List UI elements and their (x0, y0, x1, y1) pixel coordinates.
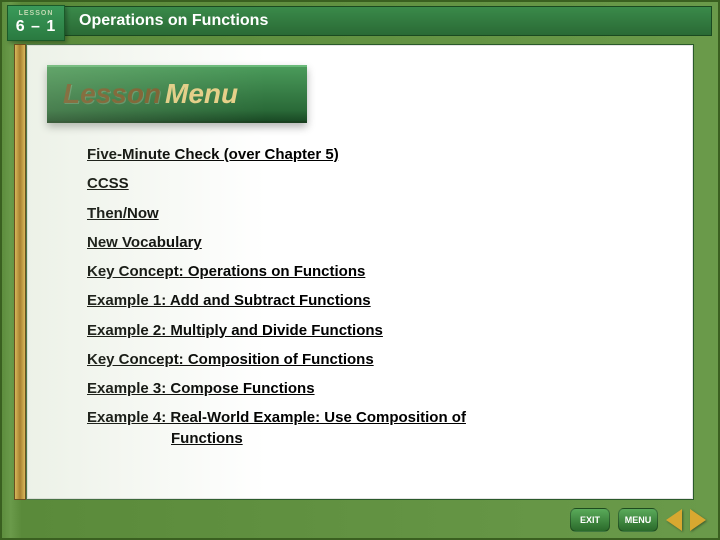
header-bar: LESSON 6 – 1 Operations on Functions (8, 6, 712, 36)
menu-item-ccss[interactable]: CCSS (87, 174, 653, 194)
prev-arrow-icon[interactable] (666, 509, 682, 531)
lesson-menu-banner: Lesson Menu (47, 65, 307, 123)
menu-item-example-2[interactable]: Example 2: Multiply and Divide Functions (87, 321, 653, 341)
menu-item-key-concept-composition[interactable]: Key Concept: Composition of Functions (87, 350, 653, 370)
menu-item-new-vocabulary[interactable]: New Vocabulary (87, 233, 653, 253)
book-spine (14, 44, 26, 500)
menu-item-example-3[interactable]: Example 3: Compose Functions (87, 379, 653, 399)
menu-item-then-now[interactable]: Then/Now (87, 204, 653, 224)
menu-item-five-minute-check[interactable]: Five-Minute Check (over Chapter 5) (87, 145, 653, 165)
menu-item-example-4[interactable]: Example 4: Real-World Example: Use Compo… (87, 408, 653, 449)
menu-list: Five-Minute Check (over Chapter 5) CCSS … (87, 145, 653, 458)
content-frame: Lesson Menu Five-Minute Check (over Chap… (26, 44, 694, 500)
lesson-label: LESSON (19, 10, 54, 17)
exit-button[interactable]: EXIT (570, 508, 610, 532)
menu-item-example-4-line2: Functions (87, 429, 653, 449)
menu-item-example-1[interactable]: Example 1: Add and Subtract Functions (87, 291, 653, 311)
menu-item-key-concept-operations[interactable]: Key Concept: Operations on Functions (87, 262, 653, 282)
menu-button[interactable]: MENU (618, 508, 658, 532)
lesson-number: 6 – 1 (16, 18, 57, 36)
menu-item-example-4-line1: Example 4: Real-World Example: Use Compo… (87, 409, 466, 426)
next-arrow-icon[interactable] (690, 509, 706, 531)
header-title: Operations on Functions (79, 12, 268, 30)
banner-word-lesson: Lesson (63, 78, 161, 110)
banner-word-menu: Menu (165, 78, 238, 110)
bottom-nav: EXIT MENU (570, 508, 706, 532)
lesson-tab: LESSON 6 – 1 (7, 5, 65, 41)
